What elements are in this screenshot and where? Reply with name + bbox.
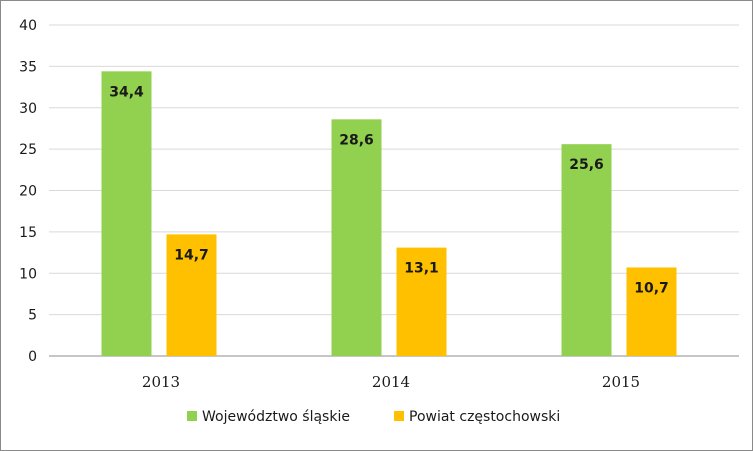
y-tick-label: 10 [19,266,37,282]
data-label: 13,1 [404,261,439,277]
x-category-label: 2015 [602,373,640,391]
y-tick-label: 20 [19,184,37,200]
x-category-label: 2013 [142,373,180,391]
bar-2015-series-1[interactable] [561,144,612,356]
legend-label-series-2: Powiat częstochowski [409,409,560,425]
data-label: 28,6 [339,132,374,148]
bar-2013-series-1[interactable] [101,71,152,356]
bar-2014-series-1[interactable] [331,119,382,357]
y-tick-label: 35 [19,59,37,75]
y-tick-label: 5 [28,308,37,324]
legend-label-series-1: Województwo śląskie [202,409,350,425]
legend-swatch-series-2 [394,411,404,421]
y-tick-label: 15 [19,225,37,241]
y-tick-label: 0 [28,349,37,365]
y-tick-label: 25 [19,142,37,158]
bar-2013-series-2[interactable] [166,234,217,356]
legend-swatch-series-1 [187,411,197,421]
y-tick-label: 30 [19,101,37,117]
data-label: 34,4 [109,84,144,100]
data-label: 14,7 [174,247,209,263]
x-category-label: 2014 [372,373,410,391]
data-label: 10,7 [634,280,669,296]
y-tick-label: 40 [19,18,37,34]
data-label: 25,6 [569,157,604,173]
bar-2014-series-2[interactable] [396,247,447,356]
bar-2015-series-2[interactable] [626,267,677,356]
